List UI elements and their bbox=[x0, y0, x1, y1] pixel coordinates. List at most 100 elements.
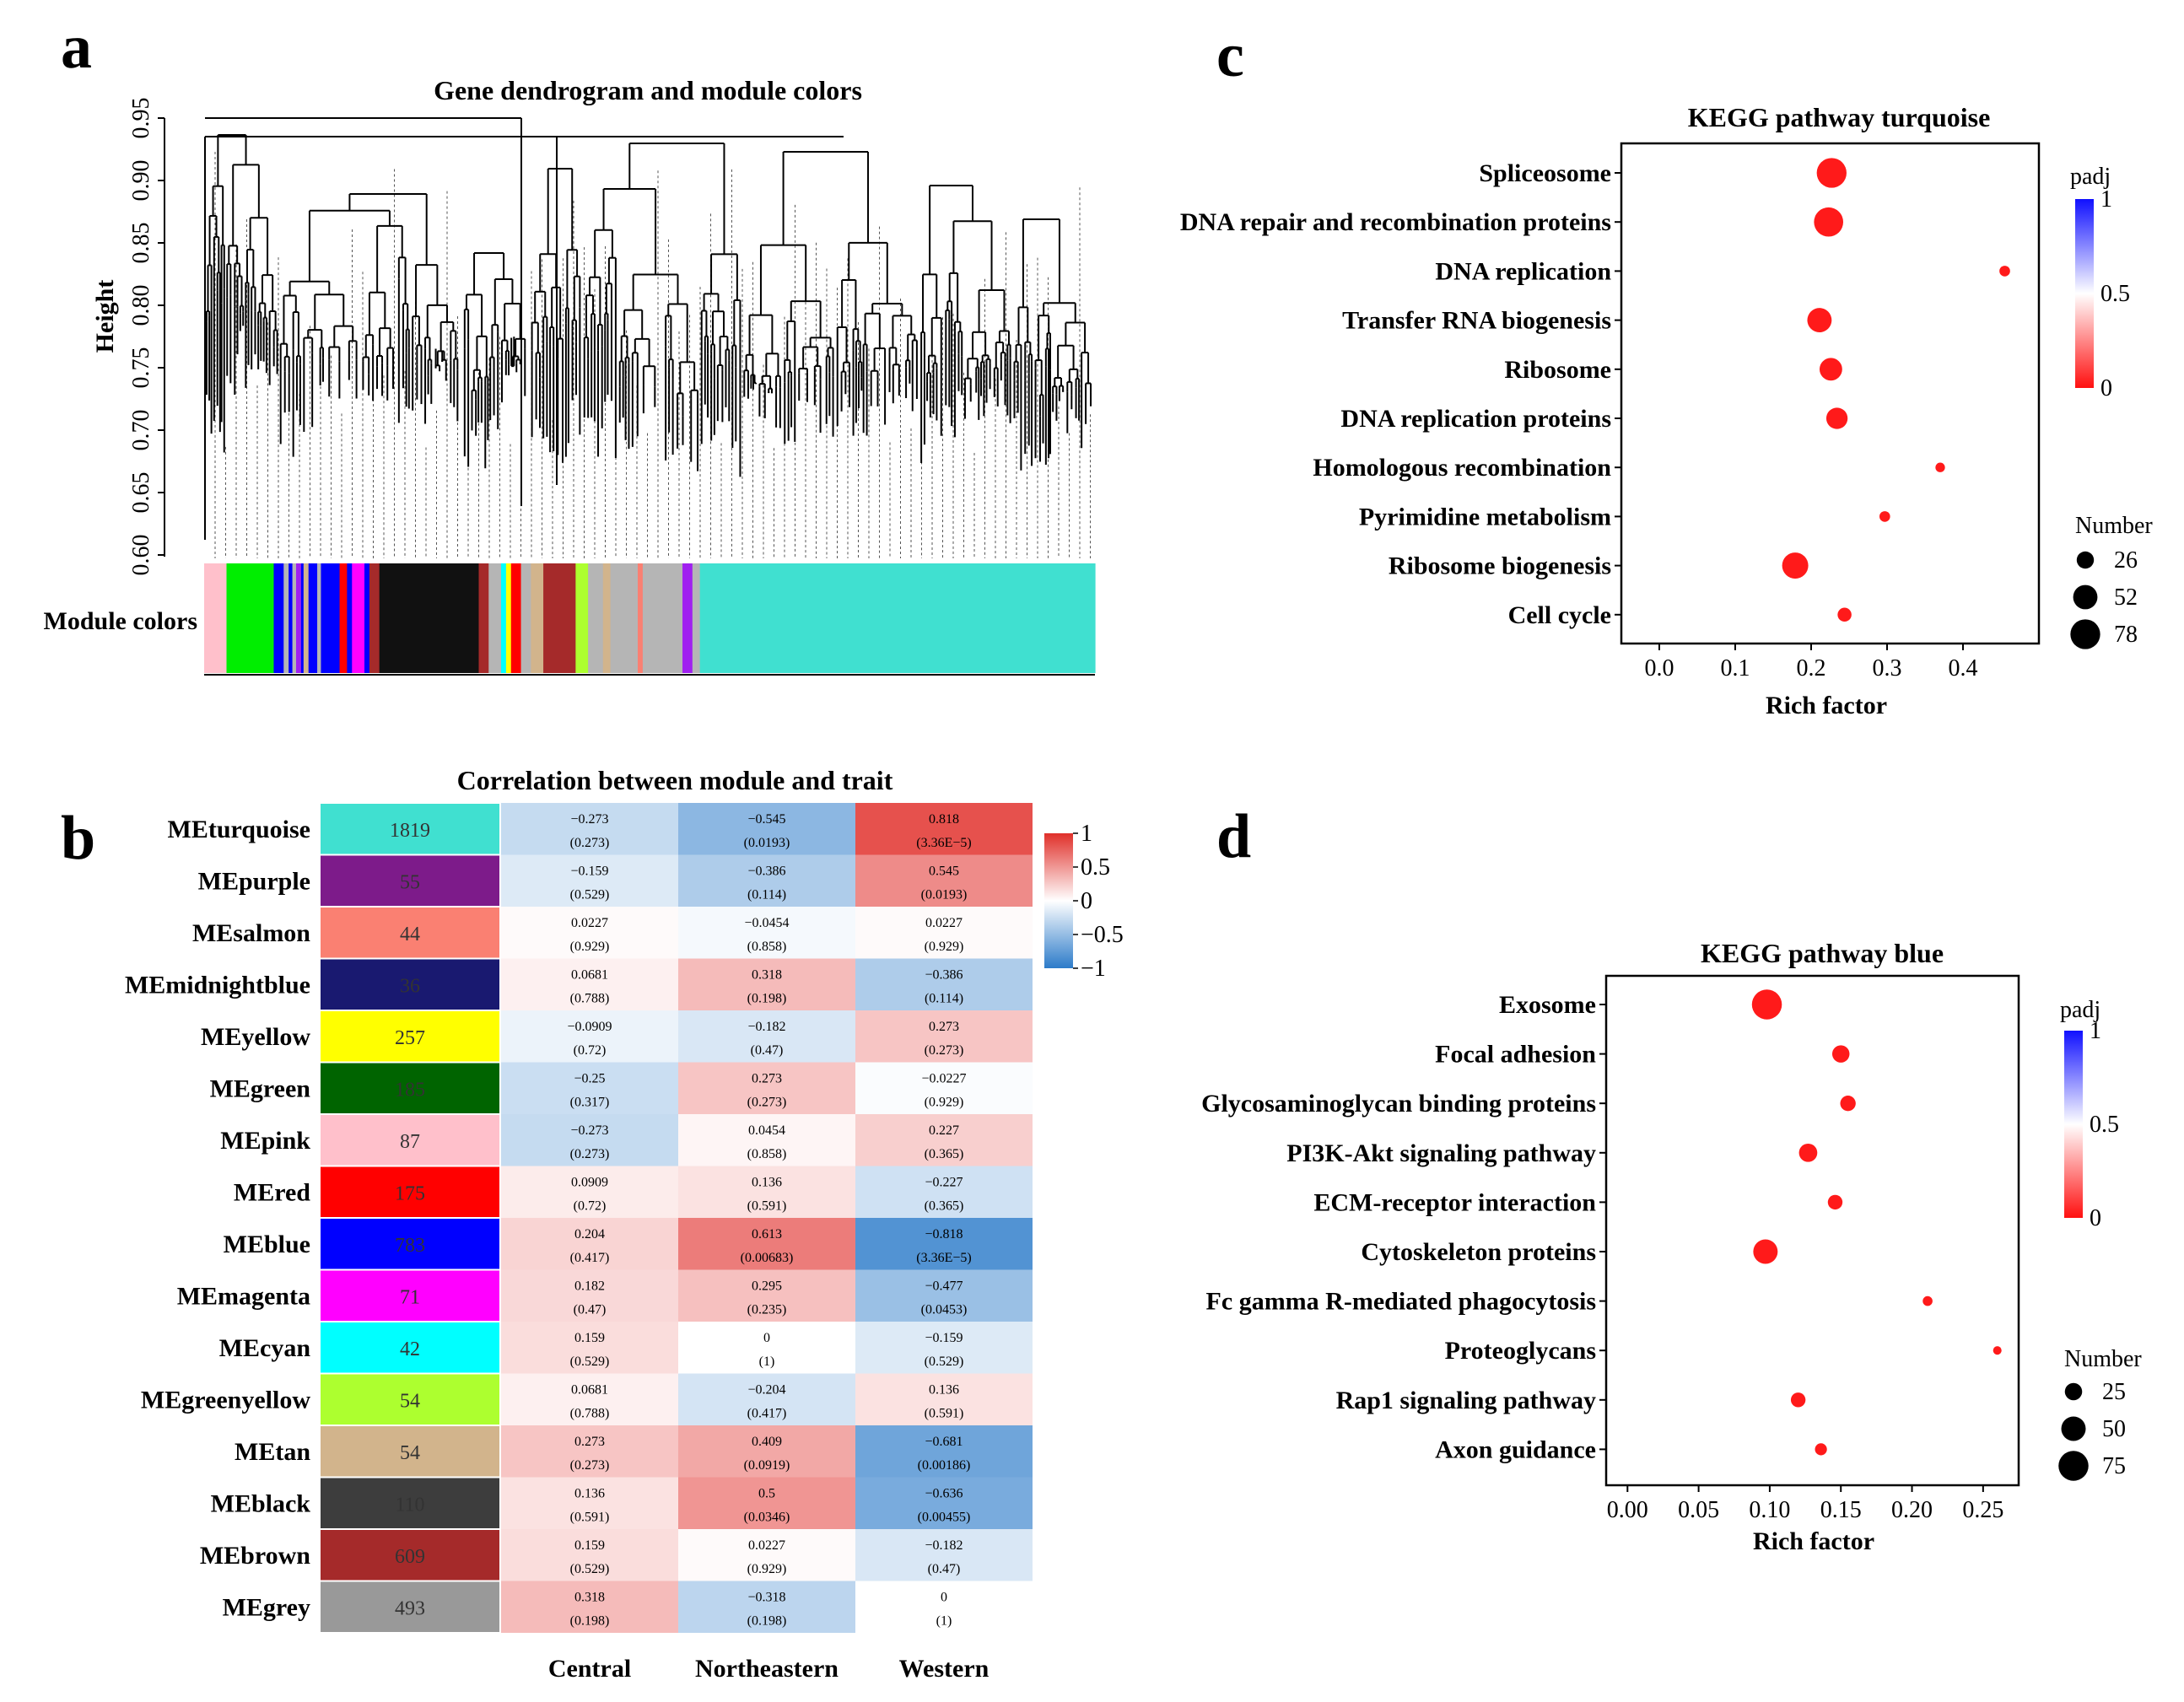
heatmap-legend-gradient bbox=[1044, 833, 1073, 968]
kegg-xtick-label: 0.25 bbox=[1962, 1497, 2003, 1523]
heatmap-cell bbox=[678, 1373, 855, 1425]
kegg-d-title: KEGG pathway blue bbox=[1701, 938, 1944, 968]
heatmap-cell-value: 0.273 bbox=[574, 1435, 605, 1449]
heatmap-cell bbox=[678, 1114, 855, 1166]
heatmap-cell-value: −0.25 bbox=[574, 1072, 605, 1086]
kegg-category-label: Exosome bbox=[1499, 991, 1596, 1019]
kegg-category-label: Pyrimidine metabolism bbox=[1359, 503, 1611, 531]
dendrogram-ytick-label: 0.85 bbox=[128, 223, 154, 264]
kegg-c-number-title: Number bbox=[2075, 513, 2153, 539]
heatmap-cell-value: 0.136 bbox=[929, 1383, 959, 1398]
module-size-swatch bbox=[321, 1115, 499, 1166]
kegg-c-number-legend: Number 26 52 78 bbox=[2070, 513, 2153, 649]
heatmap-cell-value: 0.204 bbox=[574, 1227, 605, 1241]
heatmap-cell bbox=[501, 1218, 678, 1270]
heatmap-cell-value: −0.159 bbox=[570, 864, 608, 879]
heatmap-cell bbox=[678, 1010, 855, 1063]
heatmap-cell-pvalue: (0.417) bbox=[570, 1251, 610, 1265]
module-size-value: 609 bbox=[395, 1546, 425, 1568]
heatmap-cell bbox=[501, 907, 678, 959]
module-size-value: 175 bbox=[395, 1182, 425, 1204]
module-color-segment bbox=[488, 563, 502, 673]
heatmap-row-label: MEyellow bbox=[201, 1023, 310, 1051]
kegg-category-label: Ribosome biogenesis bbox=[1389, 552, 1611, 580]
heatmap-cell bbox=[501, 1062, 678, 1114]
heatmap-cell-value: 0 bbox=[941, 1591, 947, 1605]
heatmap-legend-ticks: 1 0.5 0 −0.5 −1 bbox=[1073, 821, 1124, 982]
module-color-segment bbox=[292, 563, 297, 673]
heatmap-cell-value: 0.409 bbox=[752, 1435, 782, 1449]
heatmap-cell-value: 0.0909 bbox=[571, 1176, 608, 1190]
module-color-segment bbox=[369, 563, 380, 673]
kegg-c-padj-gradient bbox=[2075, 199, 2094, 388]
kegg-d-number-legend: Number 25 50 75 bbox=[2058, 1346, 2142, 1481]
module-color-segment bbox=[638, 563, 644, 673]
dendrogram-ytick-label: 0.80 bbox=[128, 285, 154, 326]
kegg-category-label: Ribosome bbox=[1504, 356, 1611, 384]
module-color-segment bbox=[300, 563, 305, 673]
heatmap-cell bbox=[501, 1166, 678, 1218]
kegg-point bbox=[1751, 989, 1782, 1020]
dendrogram-ytick-label: 0.65 bbox=[128, 472, 154, 514]
module-color-segment bbox=[379, 563, 480, 673]
heatmap-cell bbox=[855, 854, 1033, 907]
heatmap-cell-value: −0.182 bbox=[747, 1020, 785, 1034]
module-color-segment bbox=[364, 563, 370, 673]
heatmap-row-label: MEgreen bbox=[210, 1075, 311, 1102]
heatmap-row-label: MEblack bbox=[211, 1489, 311, 1517]
kegg-point bbox=[1827, 1194, 1843, 1210]
heatmap-rows: MEturquoise 1819 −0.273 (0.273) −0.545 (0.019… bbox=[125, 803, 1033, 1633]
heatmap-legend-tick-label: −0.5 bbox=[1081, 922, 1124, 948]
kegg-d-padj-ticks: 10.50 bbox=[2090, 1018, 2119, 1231]
heatmap-cell-value: −0.318 bbox=[747, 1591, 785, 1605]
module-size-swatch bbox=[321, 908, 499, 958]
heatmap-cell-value: 0.136 bbox=[752, 1176, 782, 1190]
module-color-segment bbox=[610, 563, 639, 673]
heatmap-cell-value: −0.273 bbox=[570, 812, 608, 827]
heatmap-cell-pvalue: (0.365) bbox=[925, 1147, 964, 1161]
heatmap-cell bbox=[501, 1581, 678, 1633]
heatmap-cell-pvalue: (0.47) bbox=[574, 1303, 607, 1317]
heatmap-row-label: MEmagenta bbox=[177, 1282, 310, 1310]
heatmap-cell-pvalue: (0.47) bbox=[751, 1043, 784, 1058]
heatmap-cell-value: −0.159 bbox=[925, 1331, 963, 1345]
heatmap-cell-pvalue: (0.0346) bbox=[744, 1511, 790, 1525]
kegg-d-padj-legend: padj 10.50 bbox=[2060, 997, 2119, 1231]
kegg-xtick-label: 0.4 bbox=[1949, 655, 1978, 681]
kegg-point bbox=[1831, 1045, 1850, 1063]
heatmap-cell-pvalue: (0.317) bbox=[570, 1096, 610, 1110]
heatmap-cell-pvalue: (0.273) bbox=[570, 1458, 610, 1473]
dendrogram-tree bbox=[204, 117, 1092, 540]
heatmap-cell-pvalue: (0.417) bbox=[747, 1407, 787, 1421]
module-size-swatch bbox=[321, 804, 499, 854]
kegg-size-key-dot bbox=[2073, 584, 2098, 610]
module-color-segment bbox=[226, 563, 275, 673]
module-size-value: 87 bbox=[400, 1131, 420, 1153]
module-size-value: 185 bbox=[395, 1079, 425, 1101]
kegg-category-label: Fc gamma R-mediated phagocytosis bbox=[1206, 1288, 1596, 1316]
heatmap-cell-pvalue: (0.529) bbox=[925, 1355, 964, 1369]
kegg-point bbox=[1782, 552, 1809, 579]
module-color-bar bbox=[204, 563, 1096, 673]
kegg-xtick-label: 0.20 bbox=[1891, 1497, 1933, 1523]
heatmap-cell-pvalue: (3.36E−5) bbox=[916, 1251, 971, 1265]
heatmap-cell bbox=[855, 958, 1033, 1010]
heatmap-cell-pvalue: (0.00455) bbox=[918, 1511, 971, 1525]
heatmap-cell bbox=[678, 958, 855, 1010]
heatmap-cell-pvalue: (0.788) bbox=[570, 1407, 610, 1421]
heatmap-cell bbox=[855, 1062, 1033, 1114]
kegg-point bbox=[1840, 1096, 1856, 1112]
heatmap-cell-pvalue: (0.0453) bbox=[921, 1303, 968, 1317]
module-size-swatch bbox=[321, 1166, 499, 1217]
heatmap-cell-value: −0.386 bbox=[747, 864, 785, 879]
module-color-segment bbox=[682, 563, 693, 673]
heatmap-column-label: Central bbox=[548, 1655, 631, 1683]
module-color-segment bbox=[531, 563, 544, 673]
kegg-category-label: Proteoglycans bbox=[1445, 1337, 1596, 1365]
module-size-value: 54 bbox=[400, 1390, 420, 1412]
heatmap-legend-tick-label: 0.5 bbox=[1081, 854, 1110, 881]
heatmap-cell bbox=[855, 1166, 1033, 1218]
panel-letter-a: a bbox=[61, 13, 92, 82]
heatmap-cell-pvalue: (0.591) bbox=[925, 1407, 964, 1421]
module-size-value: 36 bbox=[400, 975, 420, 997]
